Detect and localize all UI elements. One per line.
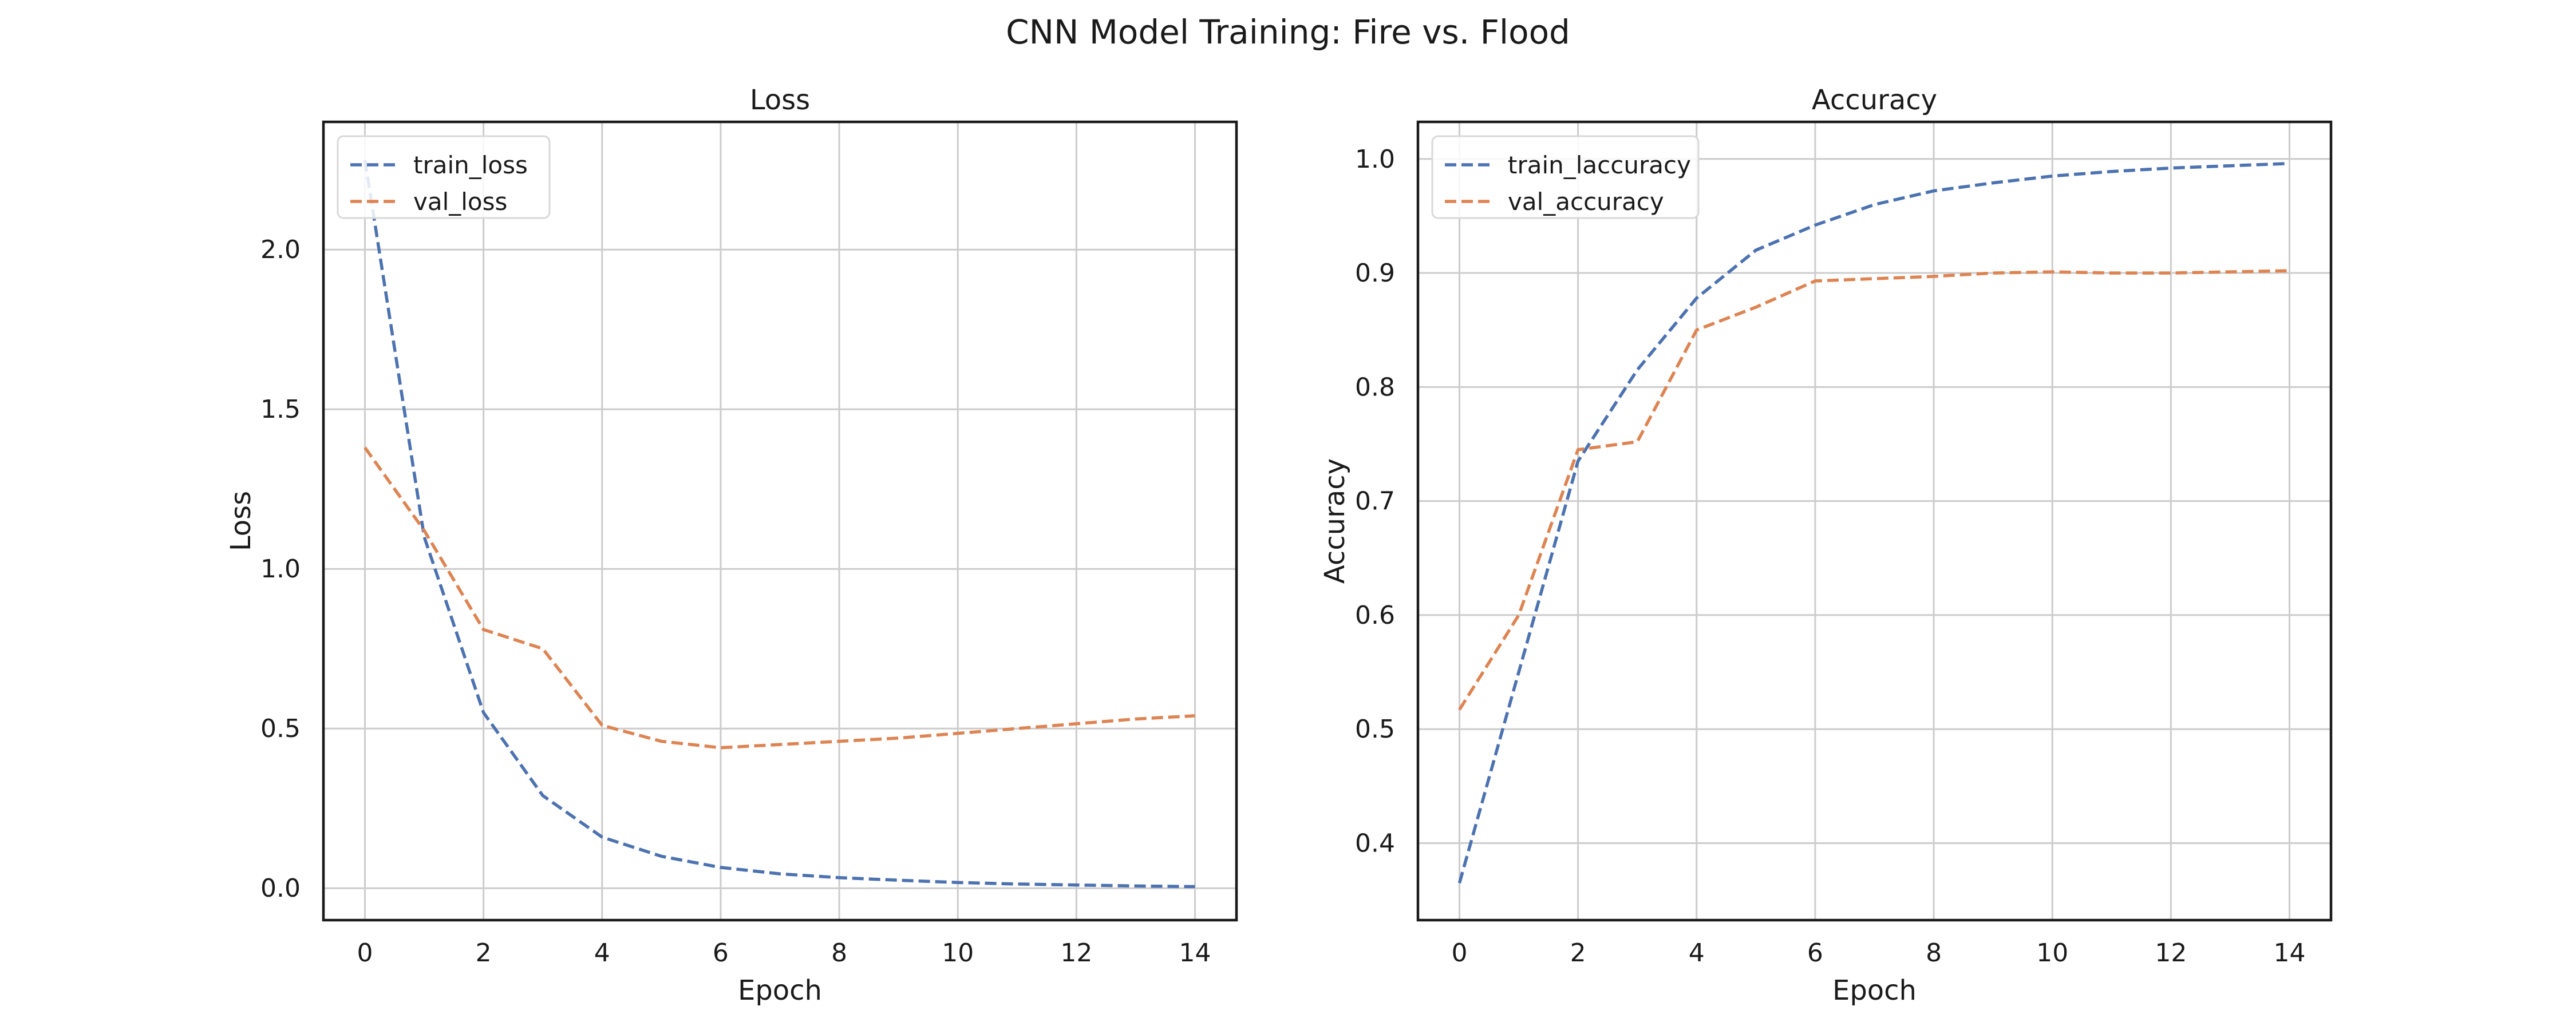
loss-x-tick-label: 2 xyxy=(476,938,492,968)
accuracy-series-line-val_accuracy xyxy=(1458,269,2290,711)
loss-chart-title: Loss xyxy=(750,84,810,116)
loss-x-axis-label: Epoch xyxy=(738,974,822,1007)
accuracy-y-axis-label: Accuracy xyxy=(1319,458,1351,584)
accuracy-x-tick-label: 0 xyxy=(1452,938,1468,968)
accuracy-x-tick-label: 6 xyxy=(1807,938,1823,968)
loss-x-tick-label: 8 xyxy=(831,938,847,968)
accuracy-y-tick-label: 0.5 xyxy=(1355,715,1395,744)
loss-series-line-val_loss xyxy=(364,446,1195,750)
accuracy-y-tick-label: 1.0 xyxy=(1355,145,1395,174)
loss-y-tick-label: 2.0 xyxy=(260,235,301,264)
accuracy-series-line-train_laccuracy xyxy=(1457,161,2290,884)
loss-legend-label: train_loss xyxy=(413,151,528,179)
accuracy-y-tick-label: 0.6 xyxy=(1355,601,1395,630)
accuracy-x-tick-label: 8 xyxy=(1926,938,1942,968)
accuracy-x-tick-label: 4 xyxy=(1689,938,1705,968)
accuracy-x-tick-label: 12 xyxy=(2155,938,2187,968)
loss-y-tick-label: 1.0 xyxy=(260,554,301,584)
accuracy-legend-label: train_laccuracy xyxy=(1508,151,1691,179)
loss-x-tick-label: 6 xyxy=(713,938,729,968)
loss-x-tick-label: 14 xyxy=(1179,938,1211,968)
accuracy-axes-frame xyxy=(1416,120,2333,922)
accuracy-legend-box xyxy=(1431,135,1700,219)
accuracy-y-tick-label: 0.7 xyxy=(1355,487,1395,516)
accuracy-y-tick-label: 0.8 xyxy=(1355,373,1395,402)
loss-series-line-train_loss xyxy=(363,160,1195,889)
accuracy-x-tick-label: 2 xyxy=(1570,938,1586,968)
loss-axes-frame xyxy=(322,120,1238,922)
loss-x-tick-label: 0 xyxy=(357,938,373,968)
loss-x-tick-label: 12 xyxy=(1060,938,1092,968)
loss-y-tick-label: 1.5 xyxy=(260,395,301,424)
figure-title: CNN Model Training: Fire vs. Flood xyxy=(1006,13,1570,52)
accuracy-y-tick-label: 0.9 xyxy=(1355,259,1395,288)
accuracy-x-tick-label: 10 xyxy=(2036,938,2068,968)
accuracy-x-axis-label: Epoch xyxy=(1832,974,1917,1007)
loss-y-tick-label: 0.0 xyxy=(260,874,301,903)
accuracy-x-tick-label: 14 xyxy=(2274,938,2306,968)
loss-legend-box xyxy=(337,135,551,219)
accuracy-legend-label: val_accuracy xyxy=(1508,188,1664,216)
accuracy-chart-title: Accuracy xyxy=(1812,84,1937,116)
accuracy-y-tick-label: 0.4 xyxy=(1355,829,1395,858)
loss-x-tick-label: 4 xyxy=(594,938,610,968)
loss-y-tick-label: 0.5 xyxy=(260,714,301,743)
loss-x-tick-label: 10 xyxy=(942,938,974,968)
loss-y-axis-label: Loss xyxy=(225,491,257,551)
loss-legend-label: val_loss xyxy=(413,188,507,216)
